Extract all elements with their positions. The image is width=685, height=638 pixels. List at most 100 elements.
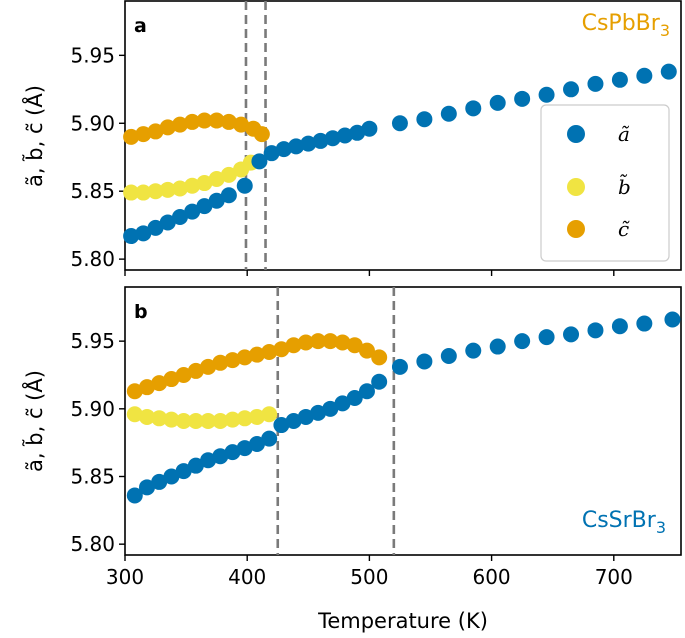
panel-a-a-tilde-point (391, 115, 408, 132)
panel-b-a-tilde-point (358, 383, 375, 400)
panel-b-c-tilde-point (310, 333, 327, 350)
panel-a-a-tilde-point (514, 90, 531, 107)
panel-a-a-tilde-point (563, 81, 580, 98)
panel-b-a-tilde-point (664, 311, 681, 328)
panel-a-b-tilde-point (184, 177, 201, 194)
legend-box (540, 104, 670, 262)
x-tick-label: 500 (350, 565, 388, 589)
panel-b-b-tilde-point (151, 410, 168, 427)
panel-a-b-tilde-point (123, 184, 140, 201)
panel-b-frame (124, 286, 682, 556)
panel-b-c-tilde-point (163, 371, 180, 388)
panel-a-a-tilde-point (361, 120, 378, 137)
panel-b-b-tilde-point (163, 411, 180, 428)
panel-a-ytick-label: 5.80 (70, 247, 115, 271)
panel-a-ytick-label: 5.85 (70, 179, 115, 203)
panel-b-b-tilde-point (261, 406, 278, 423)
panel-b-compound-formula: CsSrBr (582, 508, 657, 533)
panel-b-a-tilde-point (636, 315, 653, 332)
panel-a-b-tilde-point (147, 183, 164, 200)
panel-a-a-tilde-point (263, 145, 280, 162)
panel-b-a-tilde-point (175, 463, 192, 480)
panel-a-a-tilde-point (208, 192, 225, 209)
panel-a-c-tilde-point (208, 112, 225, 129)
panel-b-c-tilde-point (371, 349, 388, 366)
panel-b-ytick-label: 5.90 (70, 397, 115, 421)
panel-a-a-tilde-point (324, 130, 341, 147)
legend-marker-c-tilde (567, 220, 585, 238)
panel-b-a-tilde-point (261, 430, 278, 447)
panel-a-a-tilde-point (159, 214, 176, 231)
legend-label-b-tilde: b̃ (618, 173, 631, 199)
x-tick-label: 700 (595, 565, 633, 589)
panel-b-c-tilde-point (224, 352, 241, 369)
panel-b-c-tilde-point (187, 362, 204, 379)
panel-a-a-tilde-point (349, 124, 366, 141)
panel-b-a-tilde-point (563, 326, 580, 343)
x-tick-label: 600 (472, 565, 510, 589)
panel-a-compound-formula: CsPbBr (582, 11, 661, 36)
panel-a-b-tilde-point (208, 170, 225, 187)
panel-a-a-tilde-point (135, 225, 152, 242)
panel-a-a-tilde-point (236, 177, 253, 194)
panel-b-a-tilde-point (346, 389, 363, 406)
panel-a-a-tilde-point (288, 138, 305, 155)
panel-b-a-tilde-point (440, 348, 457, 365)
panel-a-b-tilde-point (196, 175, 213, 192)
panel-a-c-tilde-point (184, 113, 201, 130)
panel-b-a-tilde-point (611, 318, 628, 335)
panel-a-data-points (123, 63, 677, 245)
panel-b-ytick-label: 5.85 (70, 464, 115, 488)
panel-b-b-tilde-point (138, 408, 155, 425)
panel-b-a-tilde-point (371, 373, 388, 390)
panel-a-a-tilde-point (123, 228, 140, 245)
panel-b-c-tilde-point (248, 346, 265, 363)
panel-a-a-tilde-point (147, 219, 164, 236)
panel-a-c-tilde-point (135, 126, 152, 143)
legend-marker-a-tilde (567, 125, 585, 143)
x-tick-label: 300 (106, 565, 144, 589)
panel-b-a-tilde-point (310, 404, 327, 421)
panel-b-b-tilde-point (212, 413, 229, 429)
panel-b-compound: CsSrBr3 (582, 508, 666, 537)
panel-a-a-tilde-point (416, 111, 433, 128)
panel-a-compound: CsPbBr3 (582, 11, 670, 40)
panel-b: 5.80 5.85 5.90 5.95 300 400 500 600 700 b CsSrBr… (70, 286, 682, 589)
panel-b-a-tilde-point (163, 468, 180, 485)
panel-b-c-tilde-point (236, 349, 253, 366)
x-tick-label: 400 (228, 565, 266, 589)
legend-marker-b-tilde (567, 178, 585, 196)
panel-a-c-tilde-point (171, 116, 188, 133)
panel-a: 5.80 5.85 5.90 5.95 a CsPbBr3 ã b̃ c̃ (70, 0, 682, 276)
panel-b-c-tilde-point (126, 383, 143, 400)
panel-b-a-tilde-point (538, 329, 555, 346)
panel-b-data-points (126, 311, 681, 504)
panel-a-compound-subscript: 3 (660, 21, 670, 40)
panel-b-b-tilde-point (224, 411, 241, 428)
panel-a-c-tilde-point (233, 116, 250, 133)
panel-b-c-tilde-point (346, 337, 363, 354)
legend-label-a-tilde: ã (618, 122, 630, 146)
panel-a-a-tilde-point (251, 153, 268, 170)
panel-a-a-tilde-point (336, 127, 353, 144)
panel-b-ytick-label: 5.80 (70, 532, 115, 556)
panel-b-c-tilde-point (151, 375, 168, 392)
panel-b-c-tilde-point (297, 334, 314, 351)
panel-a-a-tilde-point (587, 75, 604, 92)
panel-b-a-tilde-point (297, 408, 314, 425)
panel-a-b-tilde-point (171, 180, 188, 197)
panel-a-a-tilde-point (489, 94, 506, 111)
x-axis-label: Temperature (K) (317, 609, 488, 633)
panel-a-a-tilde-point (636, 67, 653, 84)
panel-a-b-tilde-point (159, 181, 176, 198)
panel-b-label: b (134, 301, 148, 323)
panel-a-a-tilde-point (275, 141, 292, 158)
panel-b-b-tilde-point (126, 406, 143, 423)
panel-b-c-tilde-point (200, 358, 217, 375)
panel-a-ytick-label: 5.90 (70, 111, 115, 135)
panel-b-c-tilde-point (322, 333, 339, 350)
panel-b-a-tilde-point (212, 448, 229, 465)
panel-b-a-tilde-point (416, 353, 433, 370)
panel-a-a-tilde-point (538, 86, 555, 103)
